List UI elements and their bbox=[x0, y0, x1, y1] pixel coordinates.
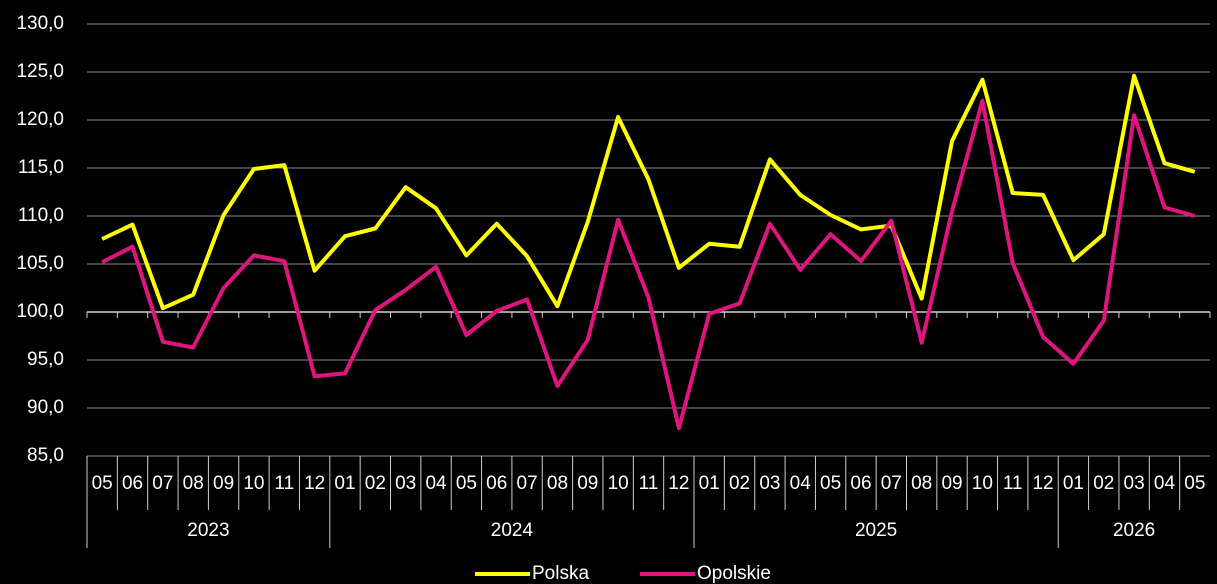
x-tick-label: 11 bbox=[1003, 473, 1023, 494]
y-tick-label: 130,0 bbox=[16, 13, 64, 34]
x-tick-label: 05 bbox=[820, 473, 841, 494]
x-tick-label: 06 bbox=[850, 473, 871, 494]
x-tick-label: 04 bbox=[790, 473, 812, 494]
y-tick-label: 120,0 bbox=[16, 109, 64, 130]
x-tick-label: 07 bbox=[152, 473, 173, 494]
x-tick-label: 08 bbox=[911, 473, 932, 494]
year-label: 2024 bbox=[491, 520, 534, 541]
x-tick-label: 05 bbox=[456, 473, 477, 494]
y-tick-label: 95,0 bbox=[27, 349, 64, 370]
x-tick-label: 04 bbox=[425, 473, 447, 494]
x-tick-label: 12 bbox=[1032, 473, 1053, 494]
legend-label: Polska bbox=[532, 563, 589, 584]
year-label: 2023 bbox=[187, 520, 229, 541]
x-tick-label: 10 bbox=[243, 473, 264, 494]
x-tick-label: 11 bbox=[639, 473, 659, 494]
x-tick-label: 06 bbox=[486, 473, 507, 494]
series-line bbox=[101, 73, 1196, 311]
x-tick-label: 01 bbox=[334, 473, 355, 494]
y-tick-label: 100,0 bbox=[16, 301, 64, 322]
x-tick-label: 07 bbox=[517, 473, 538, 494]
y-tick-label: 85,0 bbox=[27, 445, 64, 466]
x-tick-label: 03 bbox=[1124, 473, 1145, 494]
y-tick-label: 125,0 bbox=[16, 61, 64, 82]
x-tick-label: 01 bbox=[699, 473, 720, 494]
x-tick-label: 12 bbox=[304, 473, 325, 494]
x-tick-label: 08 bbox=[183, 473, 204, 494]
x-tick-label: 12 bbox=[668, 473, 689, 494]
x-tick-label: 10 bbox=[608, 473, 629, 494]
x-tick-label: 06 bbox=[122, 473, 143, 494]
x-tick-label: 08 bbox=[547, 473, 568, 494]
x-tick-label: 05 bbox=[92, 473, 113, 494]
x-tick-label: 10 bbox=[972, 473, 993, 494]
x-tick-label: 01 bbox=[1063, 473, 1084, 494]
x-tick-label: 02 bbox=[1093, 473, 1114, 494]
x-tick-label: 04 bbox=[1154, 473, 1176, 494]
x-tick-label: 07 bbox=[881, 473, 902, 494]
year-label: 2026 bbox=[1113, 520, 1155, 541]
x-tick-label: 03 bbox=[759, 473, 780, 494]
series-line bbox=[101, 98, 1196, 431]
x-tick-label: 09 bbox=[213, 473, 234, 494]
y-tick-label: 90,0 bbox=[27, 397, 64, 418]
y-tick-label: 105,0 bbox=[16, 253, 64, 274]
legend-label: Opolskie bbox=[697, 563, 771, 584]
y-tick-label: 115,0 bbox=[18, 157, 64, 178]
x-tick-label: 02 bbox=[365, 473, 386, 494]
x-tick-label: 09 bbox=[941, 473, 962, 494]
x-tick-label: 11 bbox=[274, 473, 294, 494]
y-tick-label: 110,0 bbox=[18, 205, 64, 226]
x-tick-label: 05 bbox=[1184, 473, 1205, 494]
x-tick-label: 02 bbox=[729, 473, 750, 494]
x-tick-label: 09 bbox=[577, 473, 598, 494]
year-label: 2025 bbox=[855, 520, 897, 541]
x-tick-label: 03 bbox=[395, 473, 416, 494]
